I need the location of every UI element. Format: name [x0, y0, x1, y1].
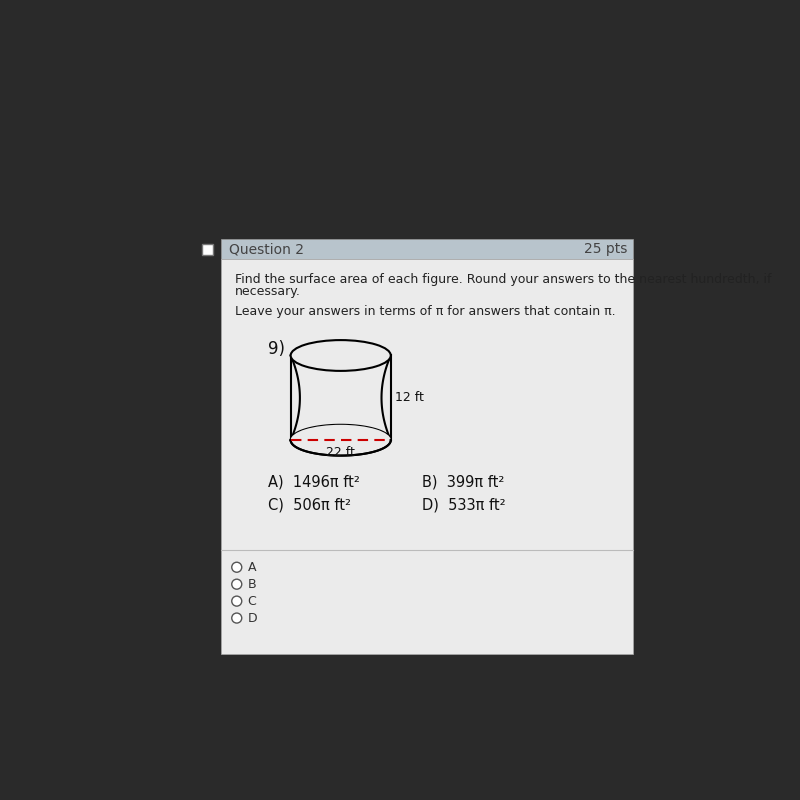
- Text: C)  506π ft²: C) 506π ft²: [267, 498, 350, 513]
- Text: C: C: [247, 594, 256, 608]
- Circle shape: [232, 579, 242, 589]
- Ellipse shape: [290, 425, 390, 455]
- FancyBboxPatch shape: [202, 244, 213, 254]
- Text: necessary.: necessary.: [235, 286, 301, 298]
- Text: B: B: [247, 578, 256, 590]
- Circle shape: [232, 562, 242, 572]
- FancyBboxPatch shape: [222, 239, 634, 259]
- Ellipse shape: [290, 340, 390, 371]
- Text: 12 ft: 12 ft: [394, 391, 423, 404]
- Text: 9): 9): [267, 340, 285, 358]
- Text: 22 ft: 22 ft: [326, 446, 355, 459]
- Circle shape: [232, 596, 242, 606]
- Text: A: A: [247, 561, 256, 574]
- Text: D: D: [247, 611, 257, 625]
- Text: Leave your answers in terms of π for answers that contain π.: Leave your answers in terms of π for ans…: [235, 306, 616, 318]
- Text: B)  399π ft²: B) 399π ft²: [422, 475, 504, 490]
- Text: Question 2: Question 2: [229, 242, 304, 256]
- FancyBboxPatch shape: [222, 259, 634, 654]
- Text: 25 pts: 25 pts: [584, 242, 627, 256]
- Text: Find the surface area of each figure. Round your answers to the nearest hundredt: Find the surface area of each figure. Ro…: [235, 273, 772, 286]
- Text: D)  533π ft²: D) 533π ft²: [422, 498, 505, 513]
- Text: A)  1496π ft²: A) 1496π ft²: [267, 475, 359, 490]
- Circle shape: [232, 613, 242, 623]
